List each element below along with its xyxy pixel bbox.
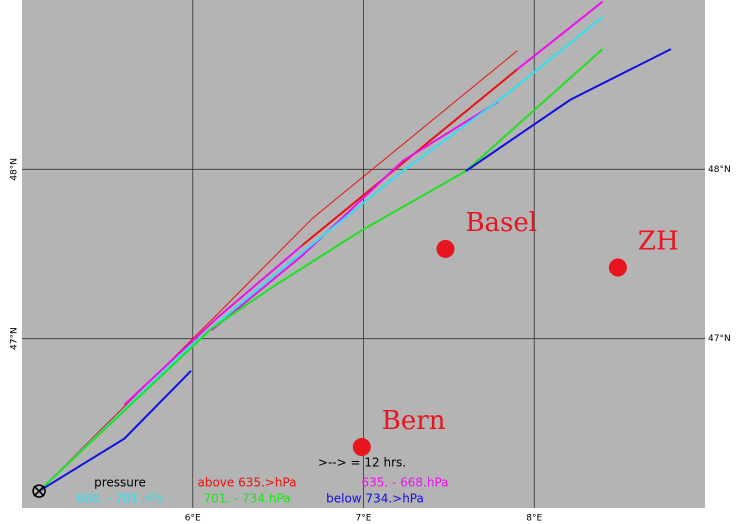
- legend-entry: above 635.>hPa: [197, 476, 296, 490]
- trajectory: [38, 50, 518, 492]
- city-dot: [608, 258, 627, 277]
- trajectory: [38, 370, 192, 492]
- y-tick-label-left: 47°N: [10, 327, 20, 350]
- city-label: Bern: [382, 406, 446, 436]
- legend-entry: below 734.>hPa: [326, 492, 424, 506]
- legend-entry: 668. - 701.hPa: [76, 492, 163, 506]
- x-tick-label: 7°E: [356, 514, 372, 524]
- trajectory: [38, 48, 604, 492]
- x-tick-label: 6°E: [185, 514, 201, 524]
- trajectory: [465, 48, 672, 172]
- y-tick-label: 47°N: [708, 334, 731, 344]
- legend-title: pressure: [94, 476, 146, 490]
- city-label: Basel: [465, 208, 537, 238]
- trajectory: [210, 100, 499, 331]
- y-tick-label: 48°N: [708, 165, 731, 175]
- trajectory: [123, 244, 303, 406]
- x-tick-label: 8°E: [526, 514, 542, 524]
- city-dot: [352, 438, 371, 457]
- start-cross: [33, 485, 45, 497]
- trajectory: [516, 0, 604, 71]
- y-tick-label-left: 48°N: [10, 158, 20, 181]
- time-note: >--> = 12 hrs.: [318, 456, 406, 470]
- legend-entry: 635. - 668.hPa: [361, 476, 448, 490]
- city-label: ZH: [638, 227, 679, 257]
- trajectory: [38, 16, 604, 492]
- start-marker: [32, 484, 46, 498]
- city-dot: [436, 239, 455, 258]
- legend-entry: 701. - 734.hPa: [203, 492, 290, 506]
